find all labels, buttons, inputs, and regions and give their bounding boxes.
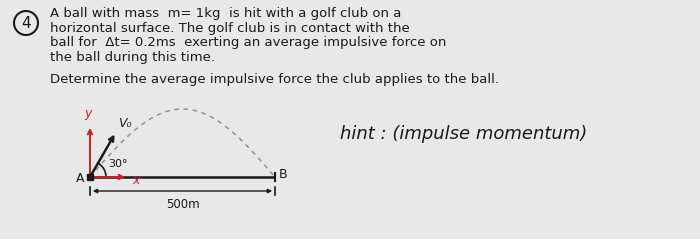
Text: V₀: V₀ xyxy=(118,117,132,130)
Text: y: y xyxy=(84,107,92,120)
Text: ball for  Δt= 0.2ms  exerting an average impulsive force on: ball for Δt= 0.2ms exerting an average i… xyxy=(50,36,447,49)
Text: x: x xyxy=(132,174,139,186)
Text: horizontal surface. The golf club is in contact with the: horizontal surface. The golf club is in … xyxy=(50,22,410,34)
Text: the ball during this time.: the ball during this time. xyxy=(50,50,215,64)
Text: 500m: 500m xyxy=(166,198,200,211)
Text: Determine the average impulsive force the club applies to the ball.: Determine the average impulsive force th… xyxy=(50,73,499,86)
Text: 4: 4 xyxy=(21,16,31,31)
Text: A ball with mass  m= 1kg  is hit with a golf club on a: A ball with mass m= 1kg is hit with a go… xyxy=(50,7,401,20)
Text: hint : (impulse momentum): hint : (impulse momentum) xyxy=(340,125,587,143)
Text: 30°: 30° xyxy=(108,159,127,169)
Text: A: A xyxy=(76,172,84,185)
Text: B: B xyxy=(279,168,288,180)
